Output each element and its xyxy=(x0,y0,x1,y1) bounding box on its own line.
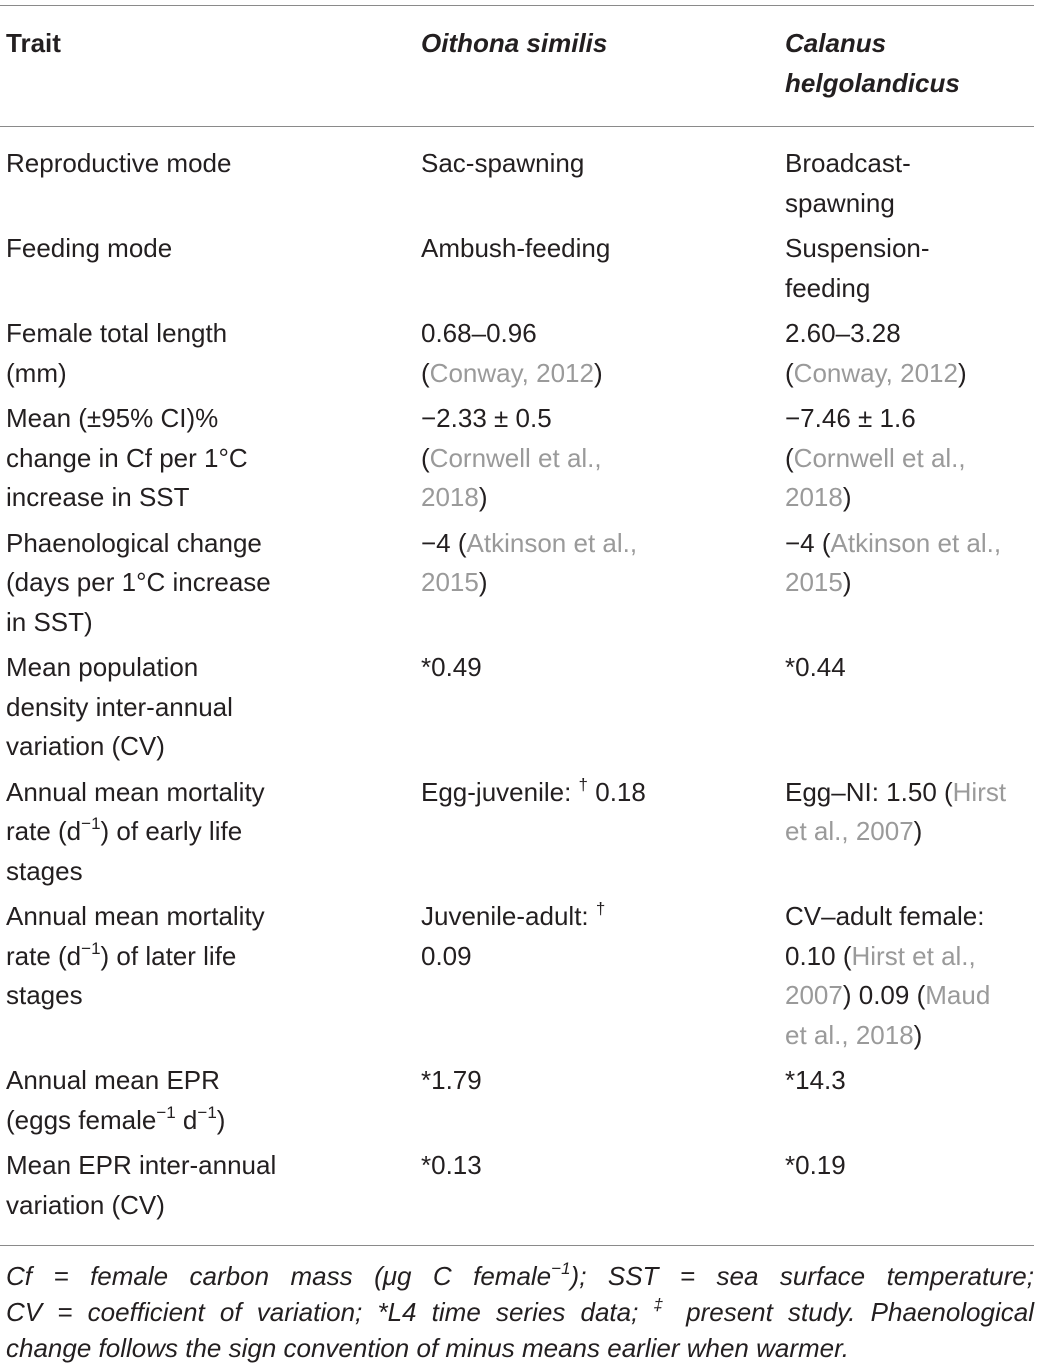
trait-cell: Mean EPR inter-annual variation (CV) xyxy=(6,1150,277,1220)
trait-cell: Female total length (mm) xyxy=(6,318,228,388)
trait-cell: Mean (±95% CI)% change in Cf per 1°C incre… xyxy=(6,403,248,512)
oithona-cell: 0.68–0.96 (Conway, 2012) xyxy=(421,318,603,388)
table-row: Mean population density inter-annual varia… xyxy=(0,642,1034,767)
table-footnote: Cf = female carbon mass (μg C female−1);… xyxy=(6,1259,1034,1363)
citation-link[interactable]: Conway, 2012 xyxy=(793,357,958,388)
table-row: Mean (±95% CI)% change in Cf per 1°C incre… xyxy=(0,393,1034,518)
calanus-cell: CV–adult female: 0.10 (Hirst et al., 2007)… xyxy=(785,901,991,1050)
header-trait: Trait xyxy=(6,28,61,58)
trait-cell: Phaenological change (days per 1°C increa… xyxy=(6,527,271,637)
calanus-cell: 2.60–3.28 (Conway, 2012) xyxy=(785,318,967,388)
citation-link[interactable]: 2018 xyxy=(785,482,843,512)
citation-link[interactable]: 2007 xyxy=(785,980,843,1010)
calanus-cell: Suspension-feeding xyxy=(785,233,930,303)
citation-link[interactable]: 2018 xyxy=(421,482,479,512)
table-row: Reproductive mode Sac-spawning Broadcast… xyxy=(0,127,1034,224)
oithona-cell: Ambush-feeding xyxy=(421,233,611,263)
table-row: Phaenological change (days per 1°C increa… xyxy=(0,518,1034,643)
citation-link[interactable]: 2015 xyxy=(785,567,843,597)
header-row: Trait Oithona similis Calanus helgolandi… xyxy=(0,5,1034,127)
citation-link[interactable]: Conway, 2012 xyxy=(429,357,594,388)
citation-link[interactable]: Hirst xyxy=(952,776,1007,807)
calanus-cell: *0.19 xyxy=(785,1150,846,1180)
calanus-cell: *0.44 xyxy=(785,652,846,682)
trait-cell: Reproductive mode xyxy=(6,148,232,178)
oithona-cell: Egg-juvenile: † 0.18 xyxy=(421,774,646,807)
citation-link[interactable]: Cornwell et al., xyxy=(429,442,602,473)
table-row: Annual mean mortality rate (d−1) of later… xyxy=(0,891,1034,1055)
table-row: Mean EPR inter-annual variation (CV) *0.1… xyxy=(0,1140,1034,1246)
traits-table: Trait Oithona similis Calanus helgolandi… xyxy=(0,5,1034,1246)
calanus-cell: −4 (Atkinson et al., 2015) xyxy=(785,527,1002,598)
oithona-cell: −4 (Atkinson et al., 2015) xyxy=(421,527,638,598)
oithona-cell: *0.49 xyxy=(421,652,482,682)
calanus-cell: −7.46 ± 1.6 (Cornwell et al., 2018) xyxy=(785,403,966,512)
trait-cell: Annual mean mortality rate (d−1) of later… xyxy=(6,901,265,1010)
table-row: Annual mean EPR (eggs female−1 d−1) *1.79… xyxy=(0,1055,1034,1140)
citation-link[interactable]: Atkinson et al., xyxy=(466,527,638,558)
trait-cell: Feeding mode xyxy=(6,233,173,263)
citation-link[interactable]: 2015 xyxy=(421,567,479,597)
oithona-cell: *1.79 xyxy=(421,1065,482,1095)
citation-link[interactable]: Maud xyxy=(925,980,991,1010)
trait-cell: Annual mean EPR (eggs female−1 d−1) xyxy=(6,1065,226,1135)
trait-cell: Annual mean mortality rate (d−1) of early… xyxy=(6,776,265,886)
citation-link[interactable]: et al., 2007 xyxy=(785,816,914,846)
calanus-cell: Egg–NI: 1.50 (Hirst et al., 2007) xyxy=(785,776,1007,847)
citation-link[interactable]: et al., 2018 xyxy=(785,1019,914,1050)
oithona-cell: −2.33 ± 0.5 (Cornwell et al., 2018) xyxy=(421,403,602,512)
table-row: Feeding mode Ambush-feeding Suspension-f… xyxy=(0,223,1034,308)
header-oithona-similis: Oithona similis xyxy=(421,28,608,58)
citation-link[interactable]: Cornwell et al., xyxy=(793,442,966,473)
citation-link[interactable]: Atkinson et al., xyxy=(830,527,1002,558)
table-row: Annual mean mortality rate (d−1) of early… xyxy=(0,767,1034,892)
oithona-cell: Sac-spawning xyxy=(421,148,585,178)
oithona-cell: *0.13 xyxy=(421,1150,482,1180)
calanus-cell: Broadcast-spawning xyxy=(785,148,911,218)
table-row: Female total length (mm) 0.68–0.96 (Conway… xyxy=(0,308,1034,393)
oithona-cell: Juvenile-adult: † 0.09 xyxy=(421,899,606,971)
trait-cell: Mean population density inter-annual varia… xyxy=(6,652,233,761)
citation-link[interactable]: Hirst et al., xyxy=(851,940,976,971)
header-calanus-helgolandicus: Calanus helgolandicus xyxy=(785,28,960,98)
calanus-cell: *14.3 xyxy=(785,1065,846,1095)
